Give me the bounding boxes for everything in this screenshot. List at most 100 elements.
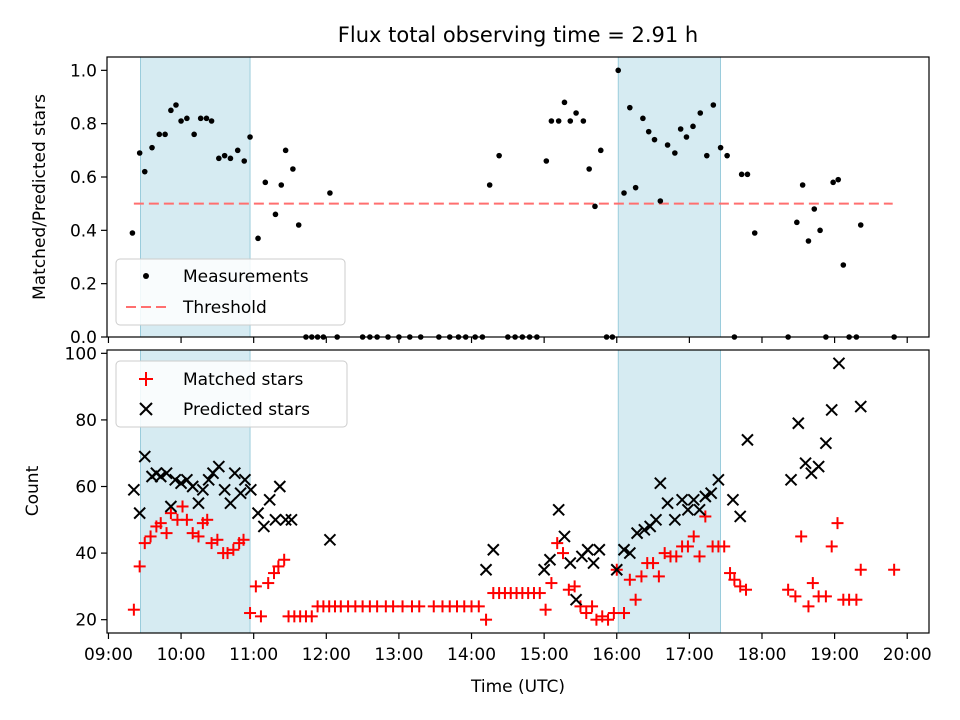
predicted-star-point (196, 483, 210, 497)
matched-star-point (574, 600, 587, 613)
matched-star-point (227, 543, 240, 556)
measurement-point (799, 182, 806, 188)
measurement-point (677, 126, 684, 132)
matched-star-point (192, 530, 205, 543)
predicted-star-point (687, 493, 700, 507)
matched-star-point (237, 533, 250, 546)
matched-star-point (545, 577, 558, 590)
matched-star-point (795, 530, 808, 543)
matched-star-point (740, 583, 753, 596)
matched-star-point (635, 570, 648, 583)
measurement-point (278, 182, 285, 188)
predicted-star-point (234, 486, 247, 500)
measurement-point (817, 227, 823, 234)
matched-star-point (647, 557, 660, 570)
predicted-star-point (279, 513, 292, 527)
measurement-point (710, 102, 717, 108)
measurement-point (241, 158, 248, 164)
bottom-legend: Matched stars Predicted stars (115, 360, 348, 428)
matched-star-point (825, 540, 838, 553)
measurement-point (208, 118, 215, 124)
measurement-point (632, 184, 639, 191)
measurement-point (561, 99, 568, 106)
matched-star-point (254, 610, 267, 623)
matched-star-point (557, 547, 570, 560)
predicted-star-point (825, 403, 838, 417)
bottom-xtick-label: 18:00 (737, 645, 786, 665)
predicted-star-point (257, 520, 271, 533)
matched-star-point (272, 560, 285, 573)
measurement-point (191, 131, 197, 138)
legend-measurements-marker (143, 273, 149, 279)
top-ytick-label: 1.0 (70, 61, 97, 81)
matched-star-point (602, 613, 615, 626)
legend-predicted-label: Predicted stars (183, 400, 310, 420)
measurement-point (794, 219, 800, 226)
measurement-point (173, 102, 179, 108)
predicted-star-point (479, 563, 493, 576)
matched-star-point (413, 600, 426, 613)
predicted-star-point (164, 500, 178, 513)
bottom-xtick-label: 13:00 (374, 645, 423, 665)
predicted-star-point (537, 563, 551, 576)
measurement-point (645, 128, 652, 135)
measurement-point (621, 190, 627, 196)
matched-star-point (724, 567, 737, 580)
bottom-xtick-label: 10:00 (157, 645, 206, 665)
bottom-xtick-label: 16:00 (592, 645, 641, 665)
predicted-star-point (581, 543, 594, 556)
predicted-star-point (649, 513, 663, 527)
predicted-star-point (610, 563, 623, 576)
matched-star-point (268, 567, 281, 580)
bottom-ytick-label: 60 (75, 478, 97, 498)
predicted-star-point (792, 417, 805, 430)
measurement-point (216, 155, 222, 162)
measurement-point (830, 179, 836, 186)
measurement-point (811, 206, 818, 212)
predicted-star-point (704, 486, 718, 500)
matched-star-point (201, 513, 214, 526)
measurement-point (835, 176, 842, 183)
legend-threshold-label: Threshold (182, 298, 267, 318)
matched-star-point (782, 583, 795, 596)
matched-star-point (586, 600, 599, 613)
matched-star-point (806, 577, 819, 590)
matched-star-point (854, 563, 867, 576)
matched-star-point (160, 527, 173, 540)
predicted-star-point (127, 483, 141, 497)
top-panel: 0.0 0.2 0.4 0.6 0.8 1.0 Matched/Predicted sta… (30, 56, 930, 348)
matched-star-point (211, 533, 224, 546)
measurement-point (168, 107, 174, 114)
matched-star-point (693, 550, 706, 563)
bottom-y-axis-label: Count (23, 465, 43, 516)
legend-measurements-label: Measurements (183, 267, 309, 287)
predicted-star-point (244, 483, 257, 497)
matched-star-point (850, 593, 863, 606)
predicted-star-point (668, 513, 682, 527)
predicted-star-point (133, 506, 146, 520)
bottom-xtick-label: 14:00 (447, 645, 496, 665)
predicted-star-point (693, 503, 706, 517)
measurement-point (234, 147, 241, 154)
measurement-point (221, 152, 228, 159)
matched-star-point (144, 530, 157, 543)
measurement-point (717, 144, 724, 151)
measurement-point (751, 230, 758, 236)
predicted-star-point (812, 460, 825, 473)
matched-star-point (831, 517, 844, 530)
predicted-star-point (699, 490, 712, 503)
measurement-point (136, 150, 143, 156)
measurement-point (580, 118, 587, 124)
measurement-point (573, 110, 579, 116)
matched-star-point (176, 500, 189, 513)
bottom-xtick-label: 20:00 (883, 645, 932, 665)
matched-star-point (305, 610, 318, 623)
measurement-point (290, 166, 296, 172)
measurement-point (156, 131, 163, 138)
predicted-star-point (251, 506, 265, 520)
bottom-xtick-label: 09:00 (84, 645, 133, 665)
measurement-point (592, 203, 598, 210)
legend-matched-label: Matched stars (183, 370, 303, 390)
predicted-star-point (564, 556, 577, 570)
matched-star-point (888, 563, 901, 576)
